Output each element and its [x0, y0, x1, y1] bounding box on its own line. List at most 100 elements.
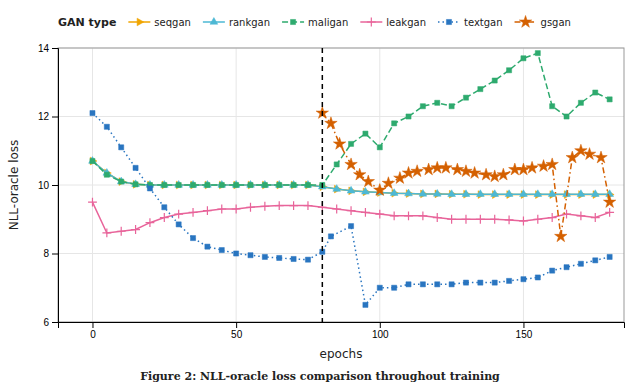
- legend-label: gsgan: [541, 17, 571, 28]
- data-point: [349, 141, 354, 146]
- data-point: [119, 145, 124, 150]
- y-tick: 6: [43, 317, 58, 328]
- data-point: [176, 222, 181, 227]
- data-point: [433, 213, 442, 222]
- data-point: [305, 182, 310, 187]
- data-point: [117, 227, 126, 236]
- y-tick-label: 10: [38, 180, 50, 191]
- data-point: [449, 282, 454, 287]
- data-point: [104, 172, 109, 177]
- data-point: [420, 282, 425, 287]
- data-point: [275, 201, 284, 210]
- legend-label: textgan: [464, 17, 503, 28]
- series: [316, 107, 616, 242]
- y-tick-label: 12: [38, 111, 50, 122]
- legend-label: rankgan: [229, 17, 270, 28]
- data-point: [607, 97, 612, 102]
- data-point: [205, 244, 210, 249]
- data-point: [448, 190, 456, 197]
- data-point: [535, 51, 540, 56]
- data-point: [334, 162, 339, 167]
- series-line: [92, 113, 609, 305]
- y-tick-mark: [52, 254, 58, 255]
- legend-swatch-marker: [367, 18, 376, 27]
- plot-frame: [58, 48, 624, 322]
- data-point: [147, 186, 152, 191]
- chart: 05010015068101214epochsNLL-oracle lossGA…: [0, 0, 640, 388]
- data-point: [564, 265, 569, 270]
- data-point: [203, 206, 212, 215]
- data-point: [534, 190, 542, 197]
- data-point: [505, 190, 513, 197]
- legend-swatch-marker: [137, 18, 144, 26]
- data-point: [189, 181, 197, 188]
- series: [90, 157, 614, 198]
- data-point: [577, 190, 585, 197]
- caption: Figure 2: NLL-oracle loss comparison thr…: [140, 370, 500, 383]
- data-point: [175, 181, 183, 188]
- data-point: [505, 216, 514, 225]
- x-tick-mark: [92, 322, 93, 328]
- data-point: [490, 215, 499, 224]
- data-point: [491, 190, 499, 197]
- data-point: [507, 278, 512, 283]
- data-point: [390, 189, 398, 196]
- series: [90, 111, 612, 308]
- data-point: [480, 168, 492, 180]
- x-tick-label: 0: [90, 329, 96, 340]
- data-point: [119, 179, 124, 184]
- data-point: [402, 166, 414, 178]
- data-point: [377, 145, 382, 150]
- y-tick-mark: [52, 48, 58, 49]
- data-point: [519, 217, 528, 226]
- data-point: [462, 190, 470, 197]
- legend-title: GAN type: [58, 16, 116, 29]
- data-point: [449, 104, 454, 109]
- legend: GAN typeseqganrankganmaliganleakgantextg…: [58, 15, 571, 28]
- x-axis-title: epochs: [320, 347, 363, 361]
- data-point: [476, 215, 485, 224]
- data-point: [345, 158, 357, 170]
- data-point: [507, 68, 512, 73]
- data-point: [131, 225, 140, 234]
- grid-line-y: [58, 253, 624, 254]
- data-point: [189, 208, 198, 217]
- data-point: [595, 151, 607, 163]
- data-point: [422, 163, 434, 175]
- x-tick-mark: [380, 322, 381, 328]
- data-point: [478, 280, 483, 285]
- data-point: [347, 186, 355, 193]
- y-tick-mark: [52, 185, 58, 186]
- data-point: [361, 208, 370, 217]
- plot-area: 05010015068101214epochsNLL-oracle loss: [7, 43, 625, 361]
- data-point: [578, 100, 583, 105]
- legend-swatch-marker: [210, 18, 218, 25]
- reference-line: [322, 48, 324, 322]
- y-tick: 10: [38, 180, 58, 191]
- series-line: [322, 113, 609, 236]
- data-point: [234, 251, 239, 256]
- data-point: [305, 257, 310, 262]
- data-point: [462, 215, 471, 224]
- series: [89, 157, 614, 197]
- y-tick-label: 8: [43, 248, 49, 259]
- data-point: [90, 158, 95, 163]
- x-tick: 150: [516, 322, 533, 340]
- y-tick-label: 14: [38, 43, 50, 54]
- data-point: [133, 182, 138, 187]
- series-line: [92, 53, 609, 185]
- data-point: [377, 285, 382, 290]
- data-point: [433, 189, 441, 196]
- data-point: [392, 285, 397, 290]
- series: [90, 51, 612, 188]
- data-point: [578, 261, 583, 266]
- y-axis-title: NLL-oracle loss: [7, 140, 21, 231]
- data-point: [217, 205, 226, 214]
- data-point: [160, 213, 169, 222]
- x-tick-label: 100: [372, 329, 389, 340]
- legend-item: textgan: [438, 17, 503, 28]
- data-point: [447, 215, 456, 224]
- data-point: [537, 160, 549, 172]
- data-point: [576, 211, 585, 220]
- data-point: [328, 234, 333, 239]
